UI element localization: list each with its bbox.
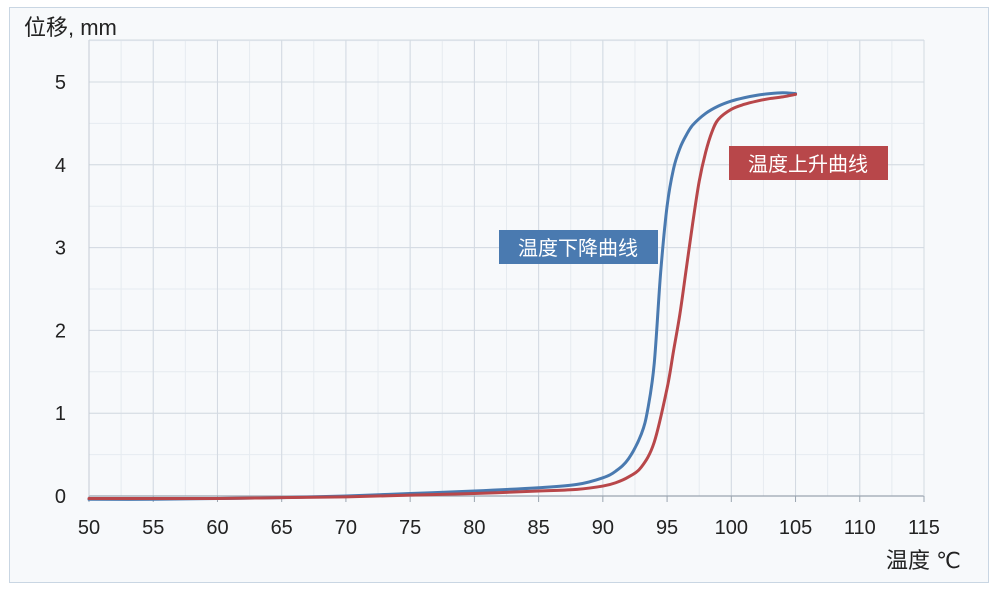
y-tick-label: 2 [55,320,66,342]
series-line-rising [87,92,798,501]
x-axis-ticks: 50 55 60 65 70 75 80 85 90 95 100 105 110 115 [78,496,940,539]
y-tick-label: 3 [55,238,66,260]
grid-minor [88,40,925,497]
x-tick-label: 95 [656,517,678,539]
axes [88,39,925,497]
y-tick-label: 1 [55,403,66,425]
series-label-rising: 温度上升曲线 [729,146,888,180]
x-tick-label: 80 [463,517,485,539]
series-label-falling-text: 温度下降曲线 [518,237,638,260]
chart-frame [9,7,989,583]
x-tick-label: 90 [592,517,614,539]
x-tick-label: 70 [335,517,357,539]
x-tick-label: 60 [206,517,228,539]
x-tick-label: 65 [271,517,293,539]
series-label-rising-text: 温度上升曲线 [748,153,868,176]
y-axis-title: 位移, mm [24,15,117,40]
x-tick-label: 115 [908,517,940,539]
grid-major [88,40,925,497]
y-tick-label: 4 [55,155,66,177]
x-tick-label: 105 [779,517,812,539]
x-axis-title: 温度 ℃ [886,548,961,573]
x-tick-label: 85 [527,517,549,539]
x-tick-label: 50 [78,517,100,539]
y-tick-label: 0 [55,486,66,508]
series-label-falling: 温度下降曲线 [499,230,658,264]
x-tick-label: 75 [399,517,421,539]
x-tick-label: 55 [142,517,164,539]
y-axis-ticks: 0 1 2 3 4 5 [55,72,66,508]
series-layer [87,91,798,501]
x-tick-label: 110 [844,517,876,539]
x-tick-label: 100 [715,517,748,539]
y-tick-label: 5 [55,72,66,94]
